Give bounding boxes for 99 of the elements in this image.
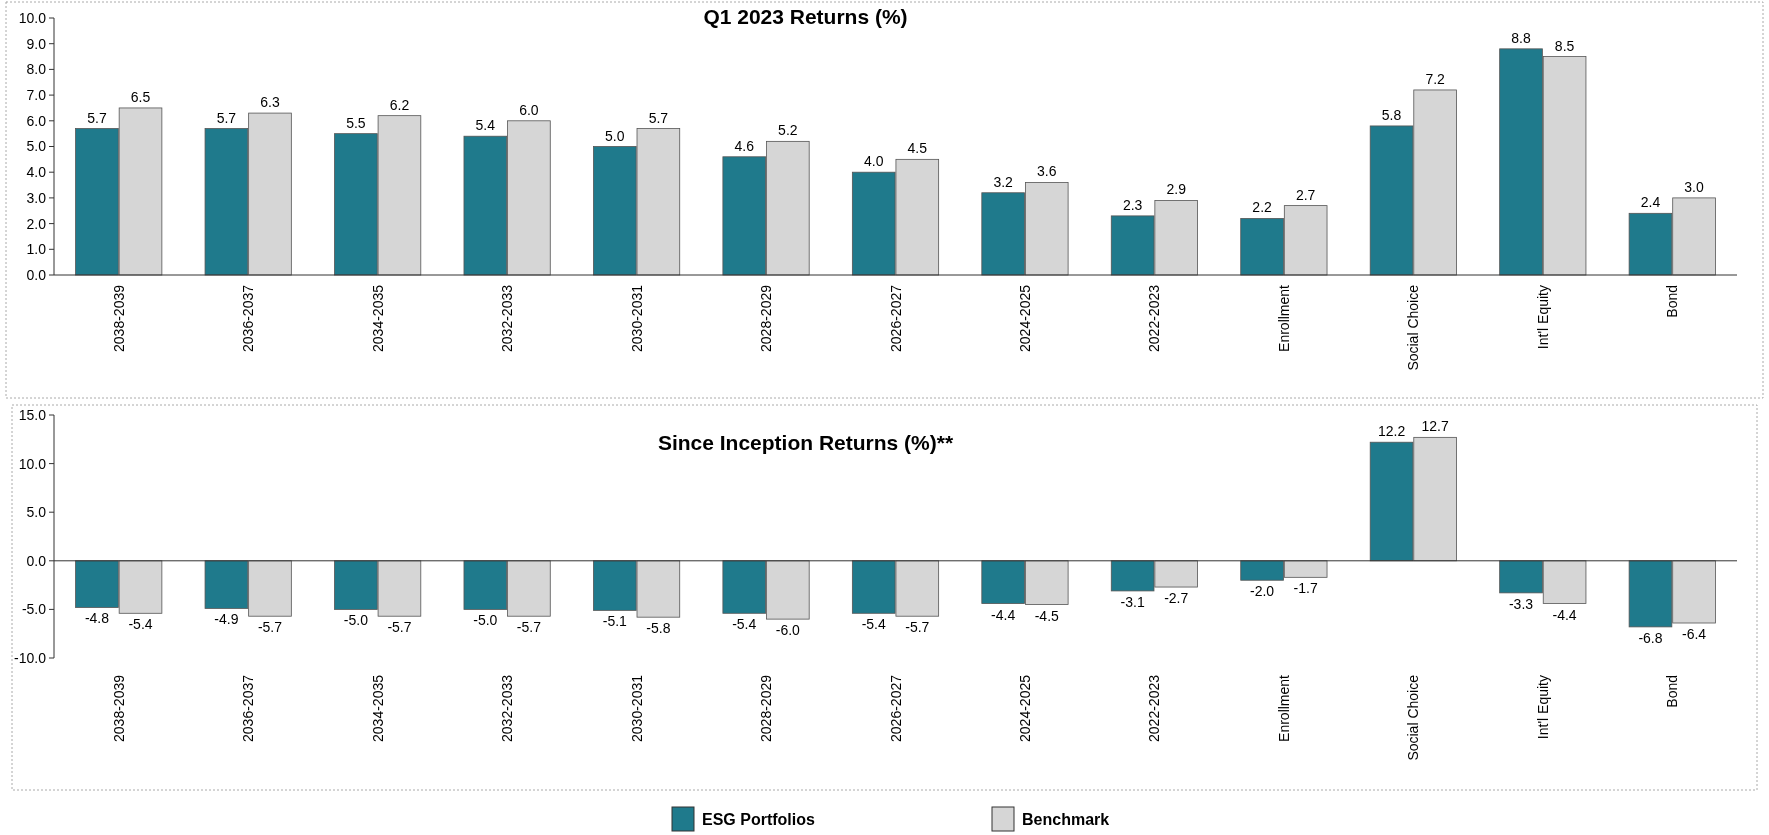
data-label: -4.8	[84, 610, 110, 627]
text: Since Inception Returns (%)**	[657, 431, 954, 454]
x-tick-label: 2030-2031	[628, 674, 645, 742]
data-label: -4.4	[991, 606, 1016, 623]
data-label: 3.2	[993, 173, 1014, 190]
data-label: 12.2	[1377, 423, 1406, 440]
data-label: -5.0	[473, 612, 498, 629]
data-label: -5.4	[861, 616, 886, 633]
x-tick-label: 2032-2033	[499, 284, 516, 352]
data-label: 12.7	[1421, 418, 1449, 435]
data-label: -5.7	[516, 619, 542, 636]
data-label: 3.6	[1037, 163, 1057, 180]
x-tick-label: Social Choice	[1405, 674, 1422, 761]
data-label: -4.4	[1552, 606, 1577, 623]
y-tick-label: 4.0	[26, 164, 47, 181]
data-label: 4.0	[863, 153, 884, 170]
x-tick-label: Int'l Equity	[1534, 285, 1551, 350]
data-label: 6.3	[260, 94, 280, 111]
x-tick-label: 2026-2027	[887, 674, 904, 742]
legend-label: Benchmark	[1022, 811, 1110, 828]
y-tick-label: -10.0	[14, 649, 47, 666]
data-label: 6.2	[389, 96, 410, 113]
data-label: 5.5	[346, 114, 366, 131]
y-tick-label: 9.0	[26, 35, 47, 52]
x-tick-label: 2034-2035	[369, 284, 386, 352]
y-tick-label: 8.0	[26, 61, 47, 78]
y-tick-label: 5.0	[26, 504, 47, 521]
x-tick-label: 2024-2025	[1016, 674, 1033, 742]
x-tick-label: 2038-2039	[110, 674, 127, 742]
data-label: -6.8	[1638, 629, 1663, 646]
data-label: 2.7	[1295, 186, 1316, 203]
x-tick-label: Bond	[1664, 285, 1681, 318]
x-tick-label: 2024-2025	[1016, 284, 1033, 352]
data-label: 5.8	[1381, 106, 1402, 123]
y-tick-label: 10.0	[18, 9, 47, 26]
data-label: -5.0	[343, 612, 369, 629]
data-label: 2.3	[1122, 196, 1143, 213]
legend-label: ESG Portfolios	[702, 811, 815, 828]
data-label: 4.6	[734, 137, 755, 154]
x-tick-label: 2030-2031	[628, 284, 645, 352]
data-label: -2.0	[1250, 583, 1275, 600]
x-tick-label: 2032-2033	[499, 674, 516, 742]
data-label: -1.7	[1293, 580, 1318, 597]
data-label: -5.4	[732, 616, 757, 633]
data-label: 5.4	[475, 117, 496, 134]
x-tick-label: 2036-2037	[240, 674, 257, 742]
x-tick-label: 2022-2023	[1146, 674, 1163, 742]
data-label: 8.5	[1554, 37, 1575, 54]
data-label: -4.9	[214, 611, 239, 628]
data-label: -5.8	[646, 620, 671, 637]
x-tick-label: 2028-2029	[758, 284, 775, 352]
y-tick-label: 1.0	[26, 241, 47, 258]
data-label: -5.7	[387, 619, 412, 636]
chart-title: Q1 2023 Returns (%)	[703, 5, 908, 28]
data-label: 2.9	[1166, 181, 1187, 198]
data-label: 7.2	[1425, 70, 1446, 87]
x-tick-label: Bond	[1664, 675, 1681, 708]
data-label: 6.0	[519, 101, 539, 118]
x-tick-label: 2036-2037	[240, 284, 257, 352]
data-label: 5.7	[648, 109, 669, 126]
y-tick-label: 2.0	[26, 215, 47, 232]
y-tick-label: 0.0	[26, 552, 47, 569]
x-tick-label: 2026-2027	[887, 284, 904, 352]
data-label: 8.8	[1511, 29, 1531, 46]
data-label: 5.7	[216, 109, 237, 126]
data-label: 5.0	[605, 127, 625, 144]
data-label: 3.0	[1684, 178, 1704, 195]
data-label: 5.7	[87, 109, 107, 126]
data-label: -3.1	[1120, 593, 1145, 610]
x-tick-label: 2028-2029	[758, 674, 775, 742]
y-tick-label: 0.0	[26, 266, 47, 283]
y-tick-label: 7.0	[26, 87, 47, 103]
data-label: -3.3	[1508, 595, 1534, 612]
x-tick-label: 2022-2023	[1146, 284, 1163, 352]
x-tick-label: Enrollment	[1275, 674, 1292, 742]
y-tick-label: 3.0	[26, 189, 47, 206]
data-label: -6.4	[1682, 626, 1707, 643]
data-label: -5.4	[128, 616, 153, 633]
x-tick-label: 2034-2035	[369, 674, 386, 742]
x-tick-label: Int'l Equity	[1534, 675, 1551, 740]
y-tick-label: 10.0	[18, 455, 47, 472]
y-tick-label: 15.0	[18, 406, 47, 423]
data-label: -5.1	[602, 613, 628, 630]
data-label: 4.5	[907, 140, 928, 157]
data-label: 5.2	[778, 122, 798, 139]
data-label: -5.7	[905, 619, 930, 636]
data-label: -2.7	[1164, 590, 1189, 607]
y-tick-label: 5.0	[26, 138, 47, 155]
data-label: -4.5	[1034, 607, 1060, 624]
x-tick-label: Social Choice	[1405, 284, 1422, 371]
y-tick-label: -5.0	[21, 601, 47, 618]
data-label: -5.7	[257, 619, 283, 636]
data-label: -6.0	[775, 622, 801, 639]
x-tick-label: 2038-2039	[110, 284, 127, 352]
y-tick-label: 6.0	[26, 112, 47, 129]
x-tick-label: Enrollment	[1275, 284, 1292, 352]
data-label: 6.5	[130, 88, 151, 105]
data-label: 2.2	[1252, 199, 1273, 216]
data-label: 2.4	[1640, 194, 1661, 211]
